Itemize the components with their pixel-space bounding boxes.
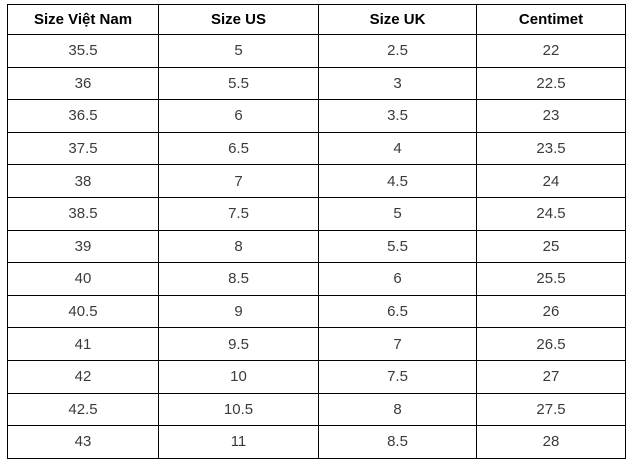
- table-row: 35.5 5 2.5 22: [7, 34, 626, 68]
- header-cell-size-uk: Size UK: [318, 4, 477, 35]
- table-cell: 38: [7, 164, 159, 198]
- header-cell-size-vietnam: Size Việt Nam: [7, 4, 159, 35]
- table-cell: 6.5: [158, 131, 319, 166]
- table-cell: 11: [158, 425, 319, 459]
- table-cell: 5.5: [318, 229, 477, 264]
- table-cell: 7.5: [158, 196, 319, 231]
- table-cell: 40.5: [7, 294, 159, 329]
- table-cell: 24.5: [476, 196, 626, 231]
- table-row: 43 11 8.5 28: [7, 425, 626, 459]
- table-cell: 28: [476, 425, 626, 459]
- table-cell: 3.5: [318, 99, 477, 133]
- size-conversion-table-container: Size Việt Nam Size US Size UK Centimet 3…: [7, 4, 626, 459]
- table-cell: 8.5: [318, 425, 477, 459]
- table-row: 38.5 7.5 5 24.5: [7, 196, 626, 231]
- table-cell: 6: [158, 99, 319, 133]
- table-cell: 38.5: [7, 196, 159, 231]
- table-row: 36.5 6 3.5 23: [7, 99, 626, 133]
- table-row: 42 10 7.5 27: [7, 359, 626, 394]
- table-cell: 2.5: [318, 34, 477, 68]
- table-row: 36 5.5 3 22.5: [7, 66, 626, 101]
- table-cell: 9: [158, 294, 319, 329]
- table-cell: 27: [476, 359, 626, 394]
- table-cell: 26.5: [476, 327, 626, 361]
- table-row: 39 8 5.5 25: [7, 229, 626, 264]
- table-cell: 7: [318, 327, 477, 361]
- table-cell: 5: [318, 196, 477, 231]
- shoe-size-conversion-table: Size Việt Nam Size US Size UK Centimet 3…: [7, 4, 626, 459]
- table-cell: 4: [318, 131, 477, 166]
- table-cell: 23.5: [476, 131, 626, 166]
- table-cell: 8.5: [158, 262, 319, 296]
- table-cell: 36.5: [7, 99, 159, 133]
- table-cell: 25.5: [476, 262, 626, 296]
- table-cell: 5: [158, 34, 319, 68]
- table-cell: 5.5: [158, 66, 319, 101]
- table-cell: 43: [7, 425, 159, 459]
- table-cell: 6.5: [318, 294, 477, 329]
- table-cell: 22: [476, 34, 626, 68]
- table-cell: 10: [158, 359, 319, 394]
- table-cell: 10.5: [158, 392, 319, 427]
- table-cell: 25: [476, 229, 626, 264]
- table-cell: 8: [158, 229, 319, 264]
- table-cell: 36: [7, 66, 159, 101]
- table-cell: 7: [158, 164, 319, 198]
- table-body: 35.5 5 2.5 22 36 5.5 3 22.5 36.5 6 3.5 23 37.5 6.5 4 23…: [7, 34, 626, 459]
- table-cell: 35.5: [7, 34, 159, 68]
- table-cell: 23: [476, 99, 626, 133]
- table-cell: 3: [318, 66, 477, 101]
- table-row: 42.5 10.5 8 27.5: [7, 392, 626, 427]
- table-cell: 4.5: [318, 164, 477, 198]
- table-cell: 27.5: [476, 392, 626, 427]
- table-cell: 37.5: [7, 131, 159, 166]
- table-cell: 7.5: [318, 359, 477, 394]
- table-cell: 26: [476, 294, 626, 329]
- table-cell: 42: [7, 359, 159, 394]
- table-row: 38 7 4.5 24: [7, 164, 626, 198]
- table-row: 40.5 9 6.5 26: [7, 294, 626, 329]
- table-cell: 9.5: [158, 327, 319, 361]
- table-cell: 8: [318, 392, 477, 427]
- table-cell: 22.5: [476, 66, 626, 101]
- table-row: 40 8.5 6 25.5: [7, 262, 626, 296]
- header-cell-size-us: Size US: [158, 4, 319, 35]
- table-cell: 24: [476, 164, 626, 198]
- table-cell: 6: [318, 262, 477, 296]
- header-row: Size Việt Nam Size US Size UK Centimet: [7, 4, 626, 35]
- table-cell: 42.5: [7, 392, 159, 427]
- table-cell: 40: [7, 262, 159, 296]
- table-row: 41 9.5 7 26.5: [7, 327, 626, 361]
- table-row: 37.5 6.5 4 23.5: [7, 131, 626, 166]
- table-cell: 39: [7, 229, 159, 264]
- header-cell-centimet: Centimet: [476, 4, 626, 35]
- table-cell: 41: [7, 327, 159, 361]
